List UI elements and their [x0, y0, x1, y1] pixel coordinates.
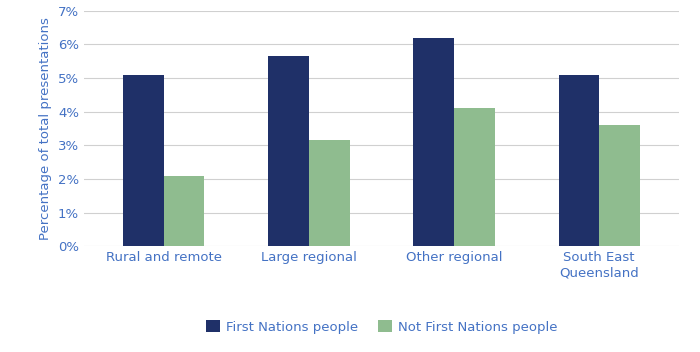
Legend: First Nations people, Not First Nations people: First Nations people, Not First Nations … — [201, 315, 562, 339]
Bar — [309, 140, 349, 246]
Bar — [454, 108, 495, 246]
Bar — [599, 125, 640, 246]
Bar — [559, 75, 599, 246]
Bar — [268, 56, 309, 246]
Bar — [164, 176, 204, 246]
Y-axis label: Percentage of total presentations: Percentage of total presentations — [39, 17, 52, 240]
Bar — [123, 75, 164, 246]
Bar — [414, 38, 454, 246]
